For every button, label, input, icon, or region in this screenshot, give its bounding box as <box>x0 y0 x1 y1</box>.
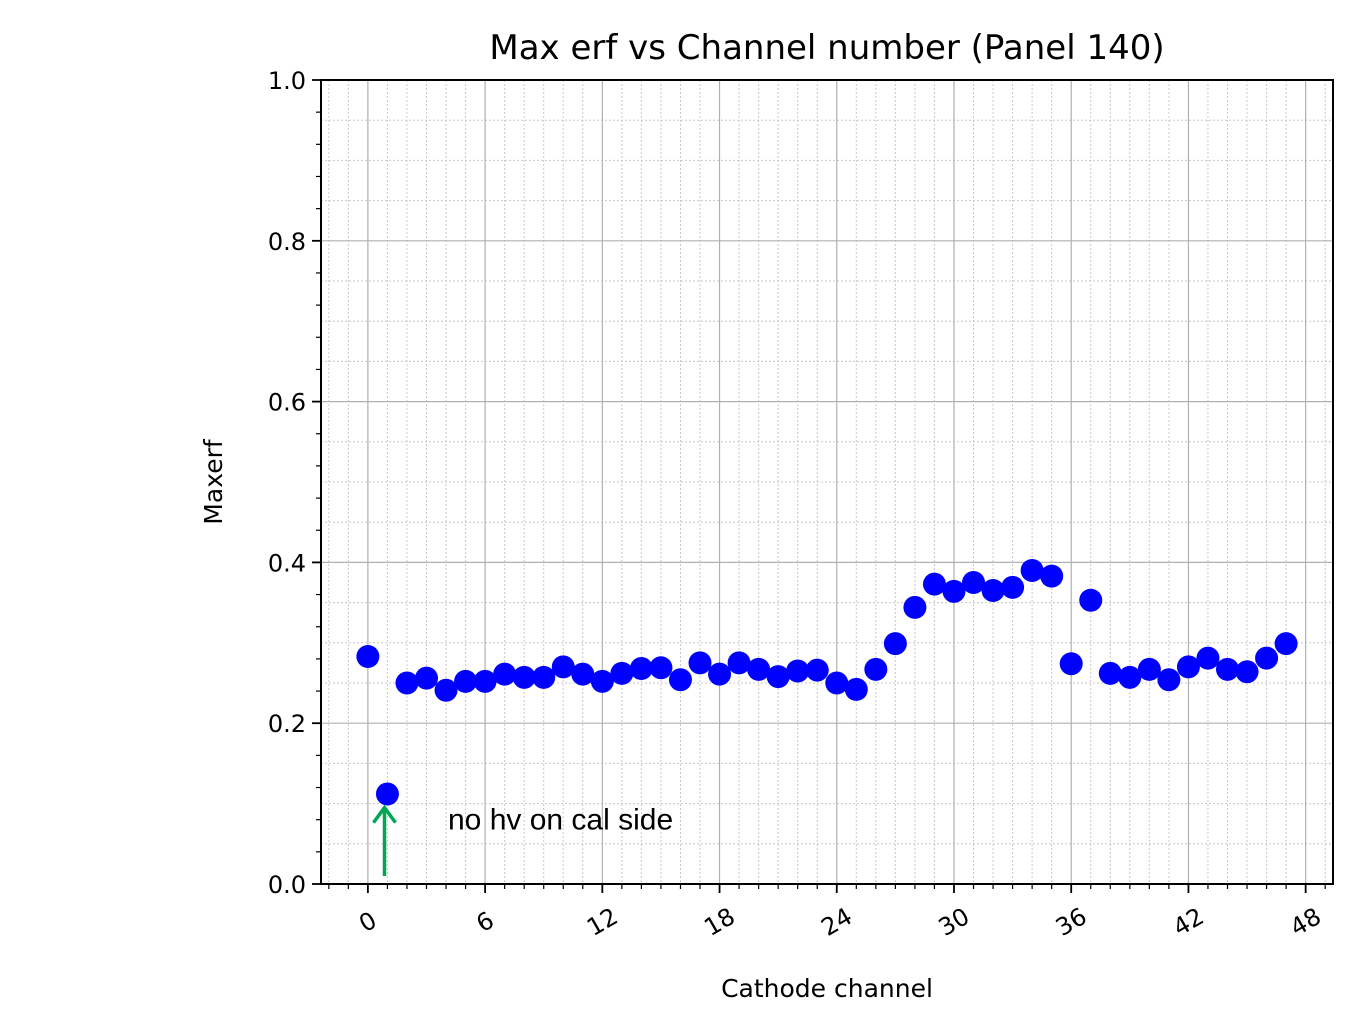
data-point <box>590 669 614 693</box>
data-point <box>688 651 712 675</box>
data-point <box>903 595 927 619</box>
y-tick-label: 0.6 <box>268 389 306 417</box>
grid <box>321 79 1333 885</box>
x-tick-label: 0 <box>354 906 381 938</box>
axes <box>312 79 1334 893</box>
data-point <box>922 572 946 596</box>
x-tick-label: 18 <box>699 902 739 942</box>
data-point <box>1079 588 1103 612</box>
chart-title: Max erf vs Channel number (Panel 140) <box>489 28 1164 68</box>
data-point <box>375 782 399 806</box>
y-tick-label: 0.0 <box>268 871 306 899</box>
data-point <box>434 678 458 702</box>
data-point <box>805 658 829 682</box>
data-point <box>414 666 438 690</box>
y-tick-label: 0.2 <box>268 710 306 738</box>
data-point <box>610 661 634 685</box>
data-point <box>493 662 517 686</box>
data-point <box>649 656 673 680</box>
data-point <box>1020 558 1044 582</box>
data-point <box>551 655 575 679</box>
data-point <box>1255 646 1279 670</box>
data-point <box>942 579 966 603</box>
data-point <box>844 677 868 701</box>
data-point <box>1176 655 1200 679</box>
data-point <box>356 644 380 668</box>
data-point <box>981 579 1005 603</box>
data-point <box>473 669 497 693</box>
data-point <box>864 657 888 681</box>
data-points <box>356 558 1298 806</box>
x-tick-label: 30 <box>934 902 974 942</box>
data-point <box>1196 646 1220 670</box>
data-point <box>1274 632 1298 656</box>
y-tick-label: 0.4 <box>268 549 306 577</box>
data-point <box>962 571 986 594</box>
data-point <box>454 669 478 693</box>
data-point <box>708 662 732 686</box>
x-tick-label: 42 <box>1168 902 1208 942</box>
annotations: no hv on cal side <box>372 804 673 876</box>
x-tick-label: 12 <box>582 902 622 942</box>
data-point <box>395 671 419 695</box>
annotation-text: no hv on cal side <box>448 804 673 837</box>
data-point <box>766 665 790 689</box>
data-point <box>532 665 556 689</box>
data-point <box>1137 657 1161 681</box>
x-axis-title: Cathode channel <box>721 974 933 1003</box>
data-point <box>1157 668 1181 692</box>
data-point <box>1235 660 1259 684</box>
x-tick-label: 36 <box>1051 902 1091 942</box>
x-tick-label: 48 <box>1285 902 1325 942</box>
x-tick-label: 6 <box>471 906 498 938</box>
y-tick-label: 0.8 <box>268 228 306 256</box>
data-point <box>1001 575 1025 599</box>
data-point <box>629 657 653 681</box>
y-tick-label: 1.0 <box>268 67 306 95</box>
y-axis-title: Maxerf <box>199 438 228 525</box>
data-point <box>512 665 536 689</box>
data-point <box>1040 564 1064 588</box>
data-point <box>786 659 810 683</box>
data-point <box>747 657 771 681</box>
plot-frame <box>320 79 1334 885</box>
data-point <box>1059 652 1083 676</box>
data-point <box>668 668 692 692</box>
data-point <box>571 662 595 686</box>
data-point <box>1118 665 1142 689</box>
arrow-up-icon <box>372 804 397 824</box>
data-point <box>825 671 849 695</box>
data-point <box>1216 657 1240 681</box>
data-point <box>883 632 907 656</box>
data-point <box>1098 661 1122 685</box>
x-tick-label: 24 <box>817 902 857 942</box>
data-point <box>727 651 751 675</box>
